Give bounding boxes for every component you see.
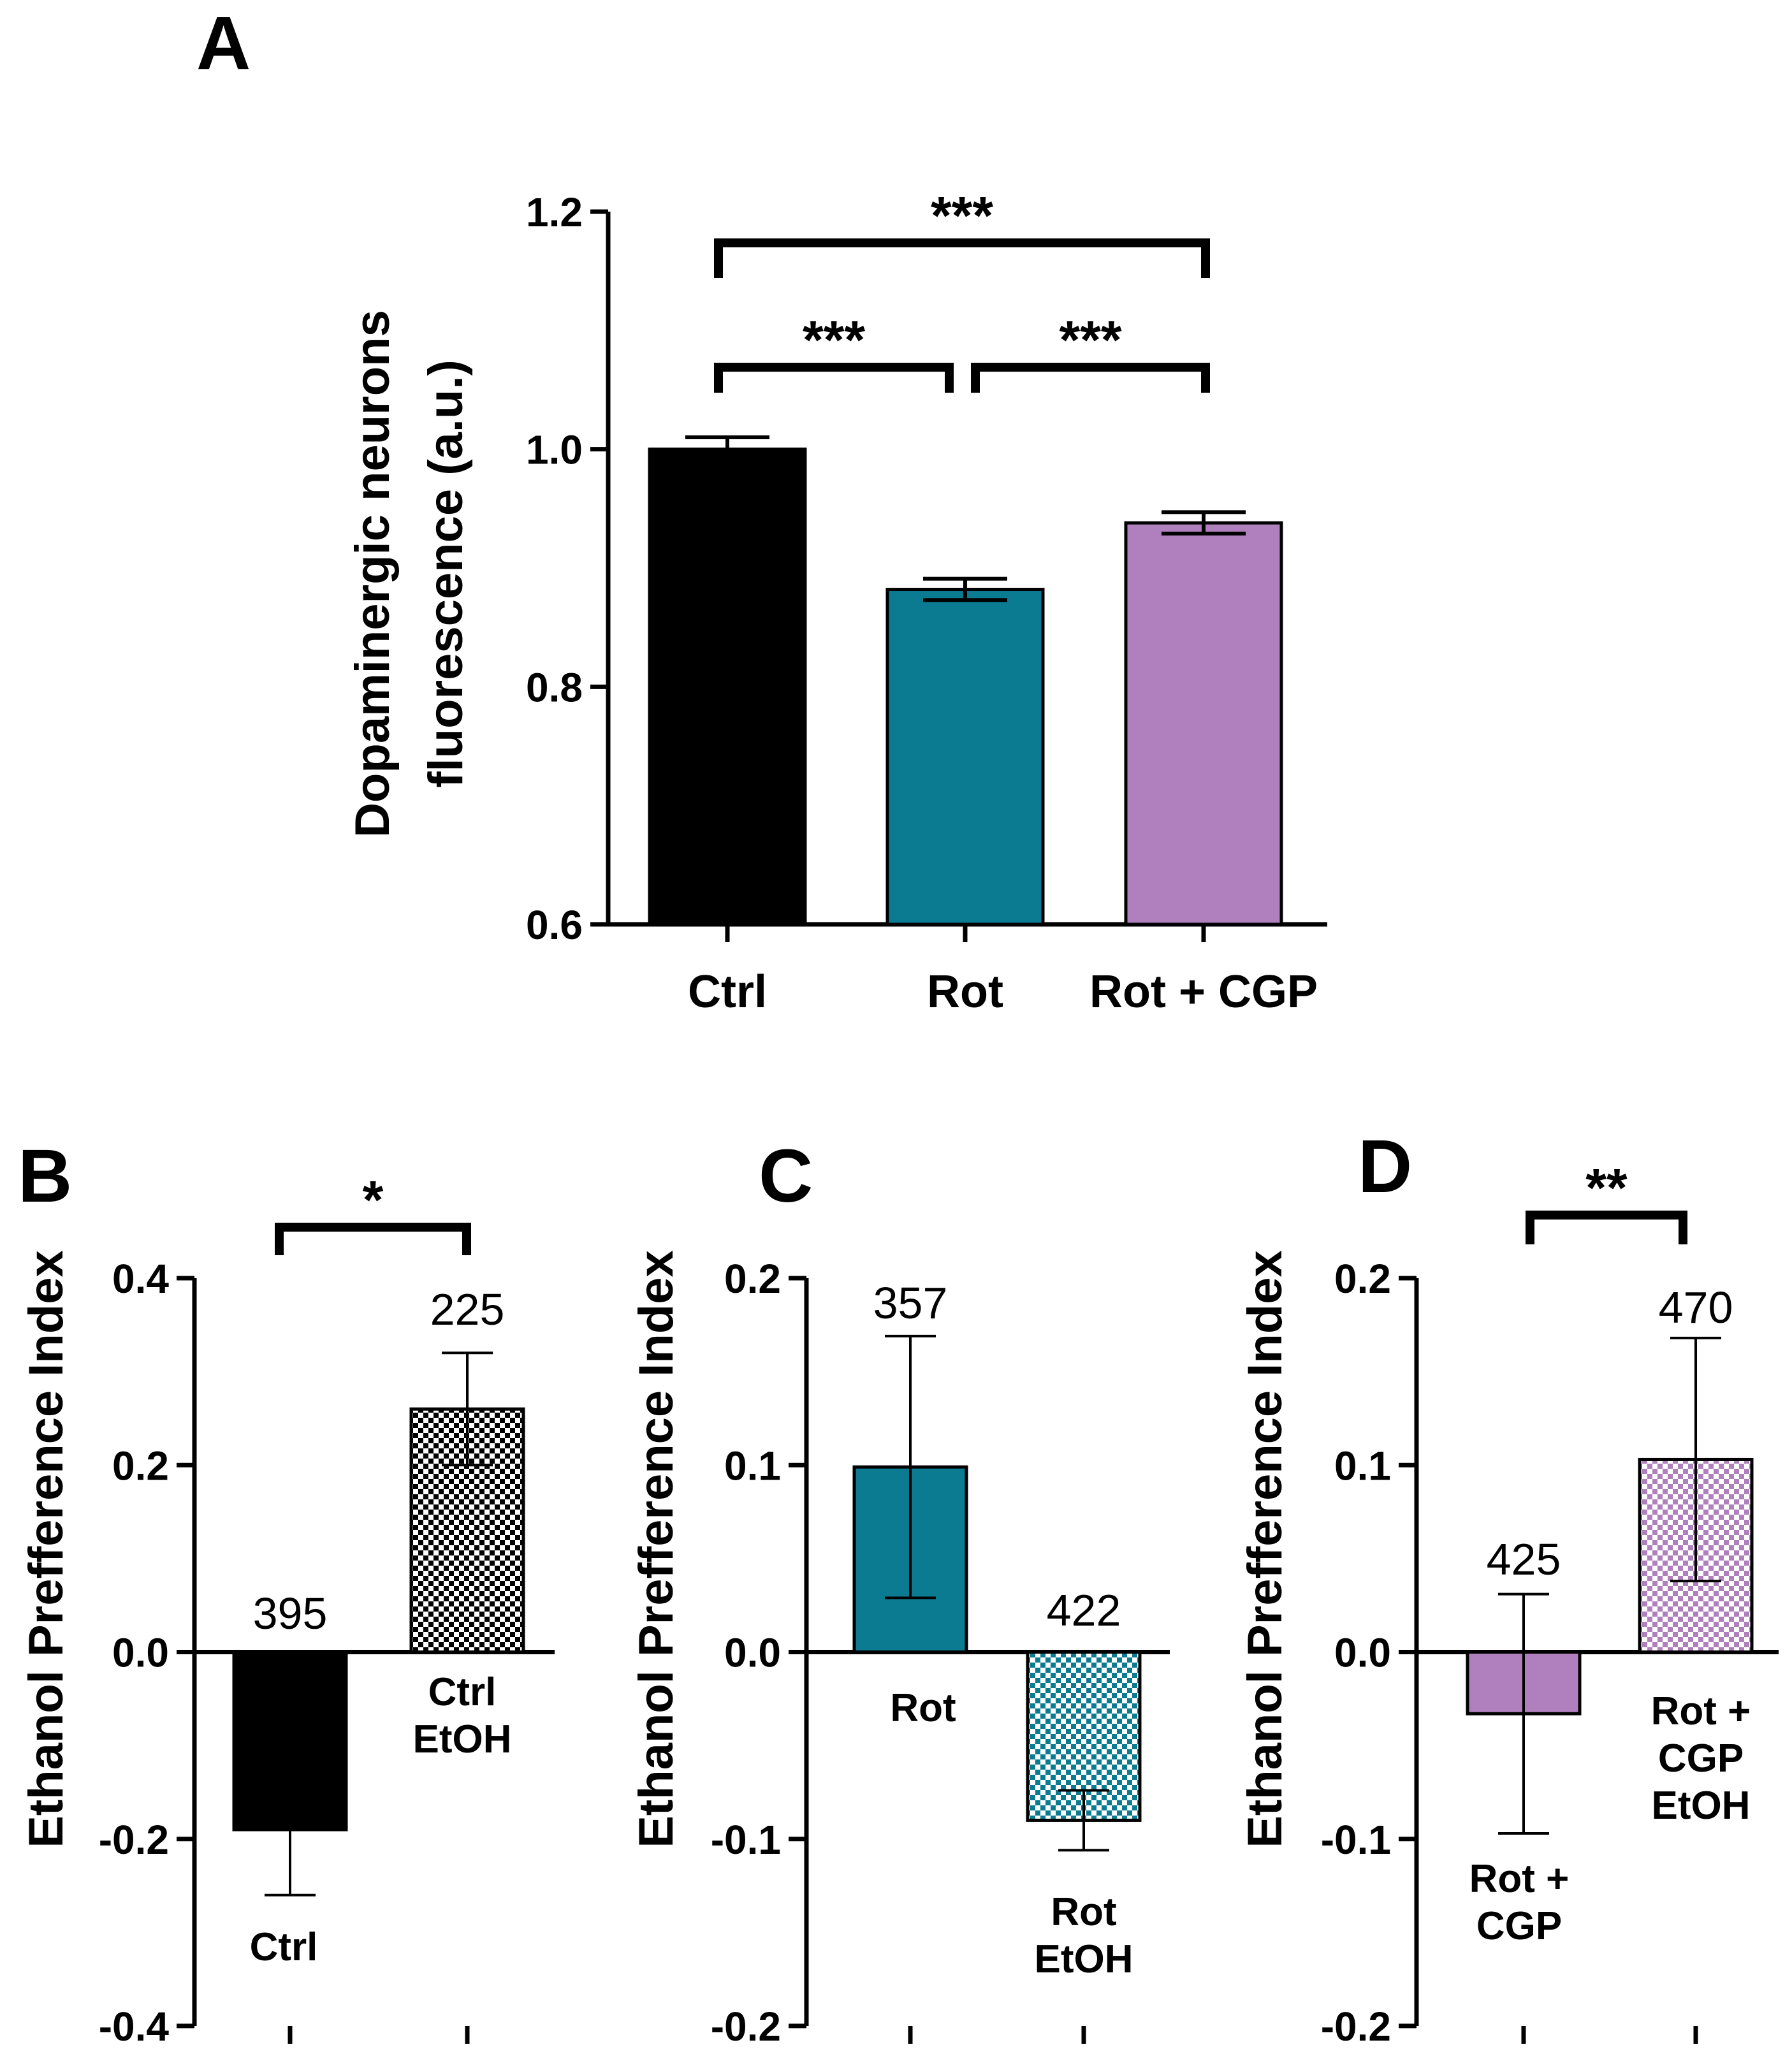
panel-a-y-tick-label: 1.2 <box>526 189 583 235</box>
panel-d-category-label-0: CGP <box>1476 1904 1562 1948</box>
panel-a-y-tick-label: 0.6 <box>526 902 583 948</box>
panel-a-bracket-line <box>714 363 954 393</box>
panel-c-category-label-1: EtOH <box>1035 1937 1133 1981</box>
panel-d-error-bar-0 <box>1498 1592 1549 1835</box>
panel-b-n-label-0: 395 <box>253 1589 328 1638</box>
panel-d-n-label-0: 425 <box>1487 1534 1561 1584</box>
panel-d-category-label-1: CGP <box>1658 1737 1744 1780</box>
panel-label-d: D <box>1358 1125 1412 1209</box>
panel-c-n-label-1: 422 <box>1047 1585 1121 1635</box>
panel-a-category-label-0: Ctrl <box>688 966 767 1017</box>
panel-d-n-label-1: 470 <box>1659 1283 1733 1332</box>
panel-a-error-bar-0 <box>685 435 769 463</box>
panel-c-error-bar-1 <box>1058 1789 1109 1852</box>
panel-b-error-bar-1 <box>442 1351 493 1467</box>
panel-d-significance-label: ** <box>1585 1158 1628 1218</box>
panel-b-y-tick-label: 0.4 <box>112 1256 169 1302</box>
panel-a-significance-label: *** <box>1059 310 1121 370</box>
panel-d-category-label-1: EtOH <box>1652 1784 1751 1828</box>
panel-d-y-axis-label: Ethanol Prefference Index <box>1238 1250 1292 1848</box>
panel-a-y-tick-label: 1.0 <box>526 427 583 473</box>
panel-b-significance-label: * <box>363 1170 384 1230</box>
panel-a-category-label-2: Rot + CGP <box>1089 966 1318 1017</box>
panel-d-category-label-1: Rot + <box>1651 1689 1751 1733</box>
panel-d-bracket-line <box>1526 1211 1687 1244</box>
panel-d-y-tick-label: 0.0 <box>1334 1630 1391 1676</box>
panel-b-bracket-line <box>275 1223 471 1255</box>
panel-a-chart: Dopaminergic neurons fluorescence (a.u.)… <box>346 186 1327 1017</box>
panel-d-error-bar-1 <box>1670 1336 1721 1583</box>
panel-c-y-axis-label: Ethanol Prefference Index <box>629 1250 683 1848</box>
panel-b-n-label-1: 225 <box>430 1285 505 1334</box>
panel-b-y-tick-label: -0.2 <box>99 1817 169 1863</box>
panel-a-error-bar-2 <box>1162 510 1246 535</box>
panel-a-significance-label: *** <box>803 310 865 370</box>
panel-a-significance-bracket-1: *** <box>971 310 1210 393</box>
panel-a-category-label-1: Rot <box>927 966 1003 1017</box>
panel-b-category-label-1: Ctrl <box>428 1670 497 1714</box>
panel-a-significance-bracket-0: *** <box>714 310 954 393</box>
panel-c-y-tick-label: -0.1 <box>711 1817 781 1863</box>
panel-b-y-axis-label: Ethanol Prefference Index <box>19 1250 73 1848</box>
panel-b-chart: Ethanol Prefference Index -0.4 -0.2 0.0 0.2… <box>19 1170 555 2050</box>
panel-a-y-axis-label-line1: Dopaminergic neurons <box>346 310 400 838</box>
panel-c-error-bar-0 <box>885 1334 936 1599</box>
panel-b-category-label-1: EtOH <box>413 1717 512 1761</box>
panel-a-bracket-line <box>971 363 1210 393</box>
panel-c-y-tick-label: 0.0 <box>724 1630 781 1676</box>
panel-label-a: A <box>196 1 251 85</box>
panel-a-bar-1 <box>885 588 1045 926</box>
panel-d-category-label-0: Rot + <box>1469 1857 1570 1901</box>
panel-c-category-label-1: Rot <box>1051 1890 1116 1934</box>
panel-b-y-tick-label: 0.2 <box>112 1443 169 1489</box>
panel-c-n-label-0: 357 <box>873 1278 948 1328</box>
panel-b-y-tick-label: 0.0 <box>112 1630 169 1676</box>
panel-d-y-tick-label: 0.1 <box>1334 1443 1391 1489</box>
panel-c-chart: Ethanol Prefference Index -0.2 -0.1 0.0 0.1… <box>629 1250 1170 2050</box>
panel-c-y-tick-label: -0.2 <box>711 2004 781 2050</box>
panel-a-bar-2 <box>1124 521 1283 926</box>
panel-a-bracket-line <box>714 238 1210 278</box>
panel-a-error-bar-1 <box>923 576 1007 602</box>
panel-d-chart: Ethanol Prefference Index -0.2 -0.1 0.0 0.1… <box>1238 1158 1779 2050</box>
panel-a-significance-label: *** <box>931 186 993 245</box>
panel-label-b: B <box>18 1134 72 1218</box>
panel-label-c: C <box>759 1134 813 1218</box>
panel-a-y-axis-label-line2: fluorescence (a.u.) <box>419 360 473 788</box>
panel-d-y-tick-label: -0.1 <box>1321 1817 1391 1863</box>
panel-c-y-tick-label: 0.1 <box>724 1443 781 1489</box>
panel-c-y-tick-label: 0.2 <box>724 1256 781 1302</box>
panel-a-y-tick-label: 0.8 <box>526 664 583 710</box>
panel-d-y-tick-label: -0.2 <box>1321 2004 1391 2050</box>
panel-a-bar-0 <box>648 448 807 926</box>
panel-a-significance-bracket-2: *** <box>714 186 1210 278</box>
panel-d-significance-bracket-0: ** <box>1526 1158 1687 1244</box>
panel-b-y-tick-label: -0.4 <box>99 2004 170 2050</box>
panel-b-error-bar-0 <box>265 1763 316 1897</box>
panel-b-significance-bracket-0: * <box>275 1170 471 1255</box>
panel-b-category-label-0: Ctrl <box>250 1925 318 1969</box>
panel-c-category-label-0: Rot <box>890 1686 956 1730</box>
panel-d-y-tick-label: 0.2 <box>1334 1256 1391 1302</box>
